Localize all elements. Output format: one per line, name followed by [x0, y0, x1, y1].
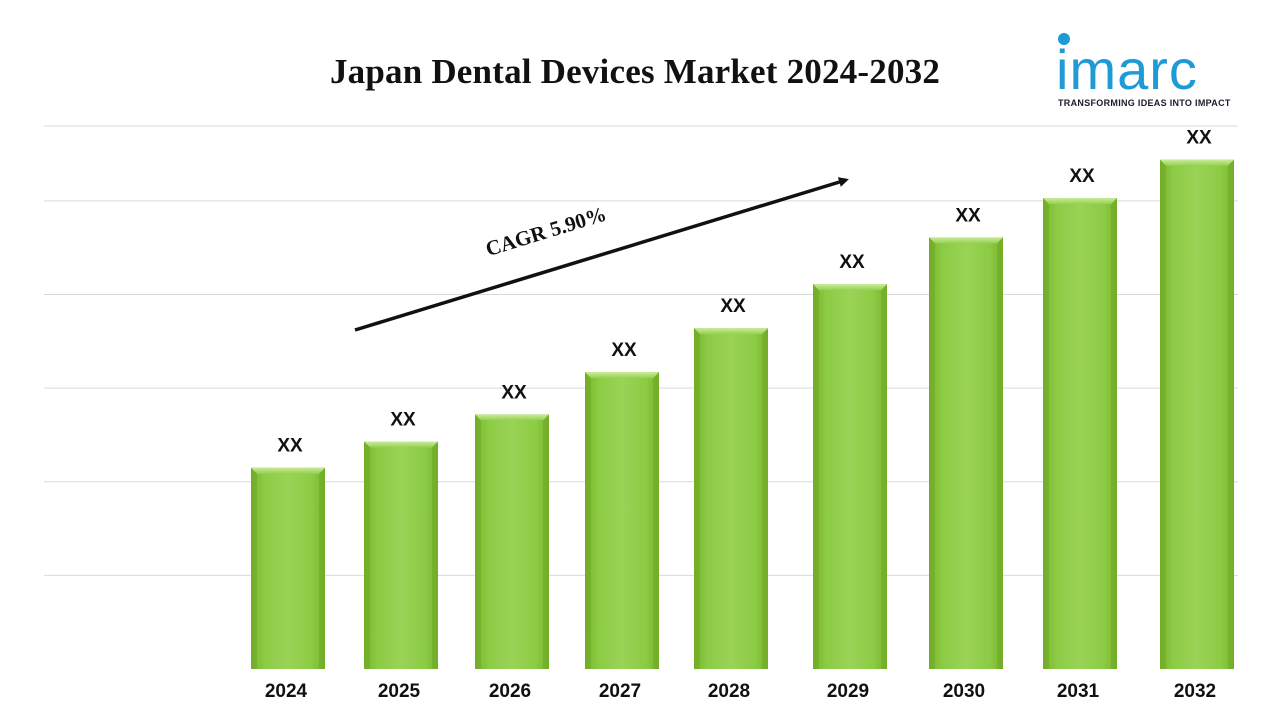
bar-edge-right: [1228, 159, 1234, 670]
bar-edge-right: [762, 328, 768, 669]
bar-2029: [813, 284, 887, 669]
bar-2028: [694, 328, 768, 669]
bar-2024: [251, 467, 325, 669]
x-axis-ticks: 2024 2025 2026 2027 2028 2029 2030 2031 2032: [265, 681, 1216, 702]
bar-2030: [929, 237, 1003, 669]
bar-edge-right: [319, 467, 325, 669]
bar-edge-right: [1111, 198, 1117, 669]
bar-body: [475, 414, 549, 669]
bar-2031: [1043, 198, 1117, 669]
logo-wordmark: imarc: [1056, 38, 1198, 101]
logo-dot-icon: [1058, 33, 1070, 45]
bar-edge-left: [813, 284, 819, 669]
bar-body: [585, 372, 659, 669]
x-tick-label: 2032: [1174, 681, 1216, 702]
bar-edge-right: [653, 372, 659, 669]
cagr-annotation: CAGR 5.90%: [354, 177, 849, 332]
bar-body: [1043, 198, 1117, 669]
bar-cap: [813, 284, 887, 291]
data-label: XX: [1186, 128, 1212, 149]
bar-edge-right: [881, 284, 887, 669]
data-labels: XX XX XX XX XX XX XX XX XX: [277, 128, 1212, 457]
data-label: XX: [955, 205, 981, 226]
bar-edge-left: [475, 414, 481, 669]
data-label: XX: [277, 436, 303, 457]
x-tick-label: 2027: [599, 681, 641, 702]
bar-cap: [364, 441, 438, 448]
bar-2025: [364, 441, 438, 669]
data-label: XX: [611, 340, 637, 361]
bar-2027: [585, 372, 659, 669]
data-label: XX: [720, 296, 746, 317]
bar-2032: [1160, 159, 1234, 670]
x-tick-label: 2029: [827, 681, 869, 702]
bar-2026: [475, 414, 549, 669]
x-tick-label: 2028: [708, 681, 750, 702]
bar-body: [813, 284, 887, 669]
bar-edge-right: [543, 414, 549, 669]
bar-body: [1160, 159, 1234, 670]
cagr-arrow: [354, 177, 849, 332]
bar-cap: [475, 414, 549, 421]
bar-body: [251, 467, 325, 669]
bar-edge-left: [1043, 198, 1049, 669]
data-label: XX: [839, 252, 865, 273]
x-tick-label: 2030: [943, 681, 985, 702]
data-label: XX: [1069, 166, 1095, 187]
x-tick-label: 2024: [265, 681, 308, 702]
data-label: XX: [501, 382, 527, 403]
bar-edge-right: [432, 441, 438, 669]
bar-cap: [251, 467, 325, 474]
bar-edge-left: [1160, 159, 1166, 670]
bar-cap: [1043, 198, 1117, 205]
bar-edge-left: [694, 328, 700, 669]
bar-cap: [585, 372, 659, 379]
bar-body: [364, 441, 438, 669]
bar-edge-left: [585, 372, 591, 669]
bar-edge-right: [997, 237, 1003, 669]
logo-tagline: TRANSFORMING IDEAS INTO IMPACT: [1058, 98, 1231, 108]
chart-title: Japan Dental Devices Market 2024-2032: [329, 52, 941, 91]
bar-edge-left: [364, 441, 370, 669]
cagr-label: CAGR 5.90%: [483, 202, 609, 261]
imarc-logo: imarc TRANSFORMING IDEAS INTO IMPACT: [1052, 30, 1242, 112]
x-tick-label: 2025: [378, 681, 421, 702]
bar-cap: [929, 237, 1003, 244]
bar-cap: [1160, 159, 1234, 166]
bars: [251, 159, 1234, 670]
bar-body: [929, 237, 1003, 669]
x-tick-label: 2026: [489, 681, 531, 702]
x-tick-label: 2031: [1057, 681, 1100, 702]
bar-cap: [694, 328, 768, 335]
data-label: XX: [390, 410, 416, 431]
bar-body: [694, 328, 768, 669]
bar-edge-left: [929, 237, 935, 669]
bar-edge-left: [251, 467, 257, 669]
